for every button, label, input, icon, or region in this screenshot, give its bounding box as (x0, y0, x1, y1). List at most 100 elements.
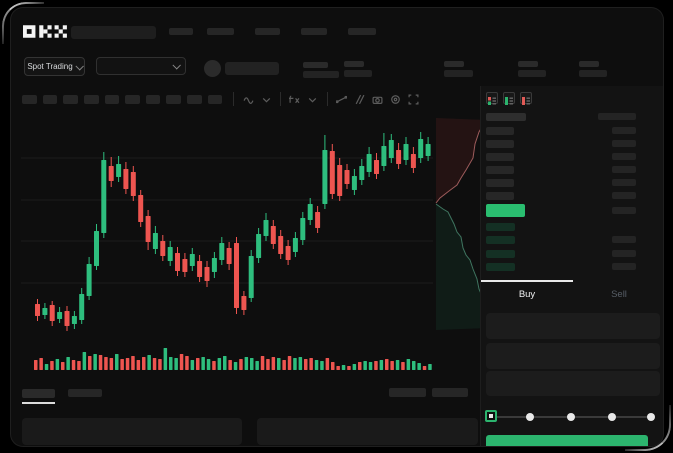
order-input-0[interactable] (486, 313, 660, 339)
ask-row-3-price (486, 166, 514, 174)
nav-item-1[interactable] (207, 28, 234, 35)
ask-row-4[interactable] (481, 179, 663, 187)
chevron-down-icon[interactable] (307, 93, 319, 106)
stat-value-2 (444, 70, 473, 77)
book-bids-icon[interactable] (503, 92, 515, 105)
tab-sell-label: Sell (611, 288, 627, 300)
buy-submit-button[interactable] (486, 435, 648, 446)
interval-button-6[interactable] (145, 94, 161, 104)
bottom-tab-0[interactable] (22, 389, 55, 398)
interval-button-8[interactable] (187, 94, 202, 104)
stat-value-1 (344, 70, 372, 77)
bid-row-2-price (486, 250, 515, 258)
bid-row-3-price (486, 263, 515, 271)
toolbar-separator (279, 92, 281, 106)
nav-item-3[interactable] (301, 28, 327, 35)
last-price-row-price (486, 204, 525, 217)
interval-button-3[interactable] (83, 94, 99, 104)
slider-stop-3[interactable] (608, 413, 616, 421)
interval-button-7[interactable] (166, 94, 181, 104)
settings-icon[interactable] (389, 93, 401, 106)
bid-row-0[interactable] (481, 223, 663, 231)
camera-icon[interactable] (371, 93, 383, 106)
right-panel: Buy Sell (480, 86, 663, 446)
ask-row-0-amount (612, 127, 636, 134)
ask-row-0[interactable] (481, 127, 663, 135)
orders-table-0 (22, 418, 242, 445)
nav-item-4[interactable] (348, 28, 376, 35)
stat-value-0 (303, 71, 339, 78)
pair-name-placeholder (225, 62, 279, 75)
parallel-lines-icon[interactable] (353, 93, 365, 106)
interval-button-9[interactable] (207, 94, 223, 104)
stat-value-4 (579, 70, 607, 77)
bid-row-3-amount (612, 263, 636, 270)
last-price-row-amount (612, 207, 636, 214)
market-type-dropdown[interactable]: Spot Trading (24, 57, 85, 76)
amount-slider-handle[interactable] (485, 410, 497, 422)
last-price-row[interactable] (481, 204, 663, 217)
bottom-action-1[interactable] (432, 388, 468, 397)
orderbook-header-amount (598, 113, 636, 120)
bottom-tab-1[interactable] (68, 389, 102, 397)
pair-selector-dropdown[interactable] (96, 57, 186, 75)
orderbook-header[interactable] (481, 113, 663, 121)
depth-chart (435, 118, 489, 330)
ask-row-1[interactable] (481, 140, 663, 148)
chevron-down-icon[interactable] (260, 93, 272, 106)
volume-chart (34, 348, 432, 370)
ask-row-5-price (486, 192, 514, 200)
order-input-1[interactable] (486, 343, 660, 369)
book-combined-icon[interactable] (486, 92, 498, 105)
bid-row-1-amount (612, 236, 636, 243)
fullscreen-icon[interactable] (407, 93, 419, 106)
market-type-label: Spot Trading (27, 62, 73, 71)
bid-row-1[interactable] (481, 236, 663, 244)
device-frame-corner (2, 2, 44, 44)
function-icon[interactable] (289, 93, 301, 106)
interval-button-5[interactable] (125, 94, 140, 104)
interval-button-4[interactable] (104, 94, 120, 104)
orderbook-view-toggles (486, 92, 537, 111)
ask-row-5-amount (612, 192, 636, 199)
bid-row-0-price (486, 223, 515, 231)
book-asks-icon[interactable] (520, 92, 532, 105)
device-frame-corner (625, 405, 671, 451)
interval-button-1[interactable] (42, 94, 58, 104)
ask-row-0-price (486, 127, 514, 135)
ask-row-2[interactable] (481, 153, 663, 161)
tab-buy[interactable]: Buy (481, 286, 573, 302)
pair-coin-icon[interactable] (204, 60, 221, 77)
stat-label-2 (444, 61, 464, 67)
tab-sell[interactable]: Sell (573, 286, 663, 302)
toolbar-separator (326, 92, 328, 106)
slider-stop-1[interactable] (526, 413, 534, 421)
nav-item-0[interactable] (169, 28, 193, 35)
app-window: Spot Trading Buy Sell (10, 7, 664, 447)
bid-row-2[interactable] (481, 250, 663, 258)
ask-row-2-amount (612, 153, 636, 160)
interval-button-2[interactable] (63, 94, 78, 104)
orders-table-1 (257, 418, 478, 445)
bid-row-3[interactable] (481, 263, 663, 271)
order-input-2[interactable] (486, 371, 660, 396)
stat-label-4 (579, 61, 599, 67)
ask-row-2-price (486, 153, 514, 161)
bottom-action-0[interactable] (389, 388, 426, 397)
ask-row-3[interactable] (481, 166, 663, 174)
global-search-placeholder[interactable] (71, 26, 156, 39)
ask-row-5[interactable] (481, 192, 663, 200)
ask-row-1-amount (612, 140, 636, 147)
chart-toolbar (22, 90, 422, 108)
ask-row-1-price (486, 140, 514, 148)
stat-label-1 (344, 61, 364, 67)
ask-row-4-price (486, 179, 514, 187)
bottom-active-tab-underline (22, 402, 55, 404)
indicator-wave-icon[interactable] (242, 93, 254, 106)
chevron-down-icon (172, 61, 181, 70)
interval-button-0[interactable] (22, 94, 37, 104)
trendline-icon[interactable] (336, 93, 348, 106)
nav-item-2[interactable] (255, 28, 280, 35)
slider-stop-2[interactable] (567, 413, 575, 421)
